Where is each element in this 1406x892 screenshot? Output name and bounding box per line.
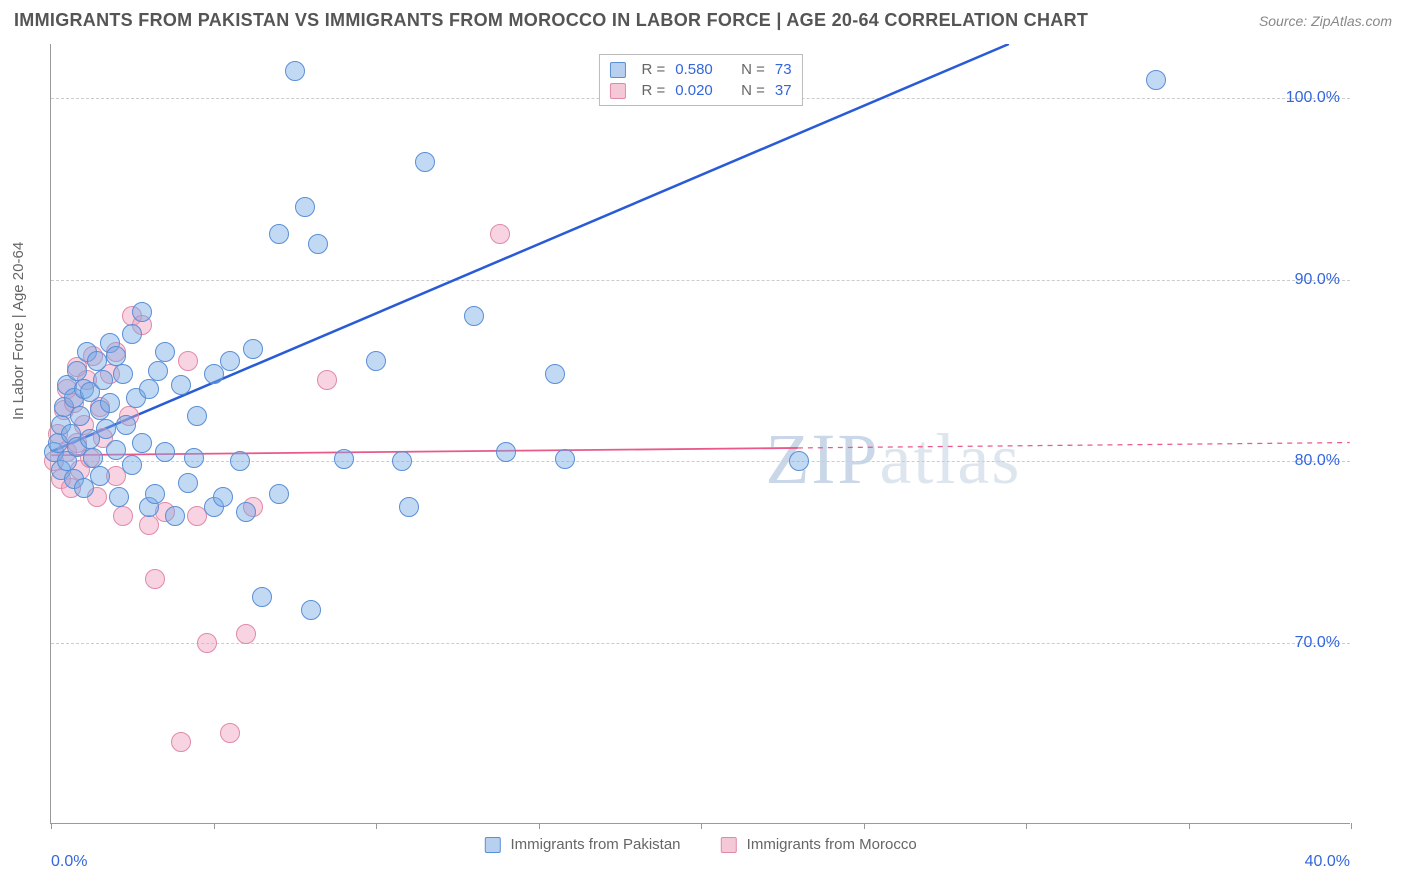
legend-row-morocco: R = 0.020 N = 37: [609, 80, 791, 101]
y-tick-label: 70.0%: [1295, 634, 1340, 652]
pakistan-r-value: 0.580: [675, 61, 713, 78]
pakistan-point: [220, 351, 240, 371]
legend-item-morocco: Immigrants from Morocco: [721, 836, 917, 853]
trend-lines: [51, 44, 1350, 823]
pakistan-swatch-icon: [609, 62, 625, 78]
morocco-r-value: 0.020: [675, 82, 713, 99]
pakistan-point: [74, 478, 94, 498]
pakistan-point: [116, 415, 136, 435]
pakistan-point: [132, 302, 152, 322]
pakistan-point: [90, 466, 110, 486]
pakistan-point: [155, 442, 175, 462]
pakistan-point: [213, 487, 233, 507]
pakistan-point: [155, 342, 175, 362]
chart-header: IMMIGRANTS FROM PAKISTAN VS IMMIGRANTS F…: [14, 10, 1392, 31]
morocco-point: [139, 515, 159, 535]
pakistan-point: [171, 375, 191, 395]
pakistan-point: [132, 433, 152, 453]
legend-item-pakistan: Immigrants from Pakistan: [484, 836, 680, 853]
chart-title: IMMIGRANTS FROM PAKISTAN VS IMMIGRANTS F…: [14, 10, 1088, 31]
pakistan-point: [366, 351, 386, 371]
morocco-point: [490, 224, 510, 244]
pakistan-point: [165, 506, 185, 526]
chart-plot-area: ZIPatlas 70.0%80.0%90.0%100.0% R = 0.580…: [50, 44, 1350, 824]
correlation-legend: R = 0.580 N = 73 R = 0.020 N = 37: [598, 54, 802, 106]
pakistan-point: [1146, 70, 1166, 90]
pakistan-point: [184, 448, 204, 468]
pakistan-point: [789, 451, 809, 471]
pakistan-point: [285, 61, 305, 81]
pakistan-point: [392, 451, 412, 471]
pakistan-point: [236, 502, 256, 522]
series-legend: Immigrants from Pakistan Immigrants from…: [484, 836, 916, 853]
pakistan-point: [187, 406, 207, 426]
pakistan-n-value: 73: [775, 61, 792, 78]
y-axis-label: In Labor Force | Age 20-64: [10, 242, 27, 420]
pakistan-point: [295, 197, 315, 217]
pakistan-point: [252, 587, 272, 607]
pakistan-point: [70, 406, 90, 426]
pakistan-point: [230, 451, 250, 471]
pakistan-point: [308, 234, 328, 254]
pakistan-point: [106, 346, 126, 366]
pakistan-point: [96, 419, 116, 439]
pakistan-point: [100, 393, 120, 413]
morocco-point: [178, 351, 198, 371]
morocco-swatch-icon: [721, 837, 737, 853]
morocco-point: [236, 624, 256, 644]
morocco-point: [197, 633, 217, 653]
morocco-point: [220, 723, 240, 743]
pakistan-point: [545, 364, 565, 384]
pakistan-point: [145, 484, 165, 504]
pakistan-point: [399, 497, 419, 517]
y-tick-label: 100.0%: [1286, 89, 1340, 107]
pakistan-point: [178, 473, 198, 493]
pakistan-point: [122, 324, 142, 344]
morocco-point: [145, 569, 165, 589]
pakistan-point: [122, 455, 142, 475]
pakistan-point: [148, 361, 168, 381]
morocco-point: [113, 506, 133, 526]
morocco-point: [171, 732, 191, 752]
pakistan-point: [243, 339, 263, 359]
morocco-swatch-icon: [609, 83, 625, 99]
pakistan-point: [113, 364, 133, 384]
x-axis-max-label: 40.0%: [1305, 853, 1350, 871]
x-axis-min-label: 0.0%: [51, 853, 87, 871]
pakistan-point: [204, 364, 224, 384]
pakistan-point: [464, 306, 484, 326]
pakistan-swatch-icon: [484, 837, 500, 853]
pakistan-point: [334, 449, 354, 469]
pakistan-point: [139, 379, 159, 399]
pakistan-point: [83, 448, 103, 468]
chart-source: Source: ZipAtlas.com: [1259, 13, 1392, 29]
pakistan-point: [496, 442, 516, 462]
morocco-point: [317, 370, 337, 390]
y-tick-label: 90.0%: [1295, 271, 1340, 289]
morocco-n-value: 37: [775, 82, 792, 99]
pakistan-point: [415, 152, 435, 172]
pakistan-point: [269, 484, 289, 504]
pakistan-point: [67, 361, 87, 381]
y-tick-label: 80.0%: [1295, 452, 1340, 470]
pakistan-point: [301, 600, 321, 620]
pakistan-point: [555, 449, 575, 469]
pakistan-point: [269, 224, 289, 244]
pakistan-point: [106, 440, 126, 460]
pakistan-point: [93, 370, 113, 390]
pakistan-point: [87, 351, 107, 371]
pakistan-point: [109, 487, 129, 507]
legend-row-pakistan: R = 0.580 N = 73: [609, 59, 791, 80]
